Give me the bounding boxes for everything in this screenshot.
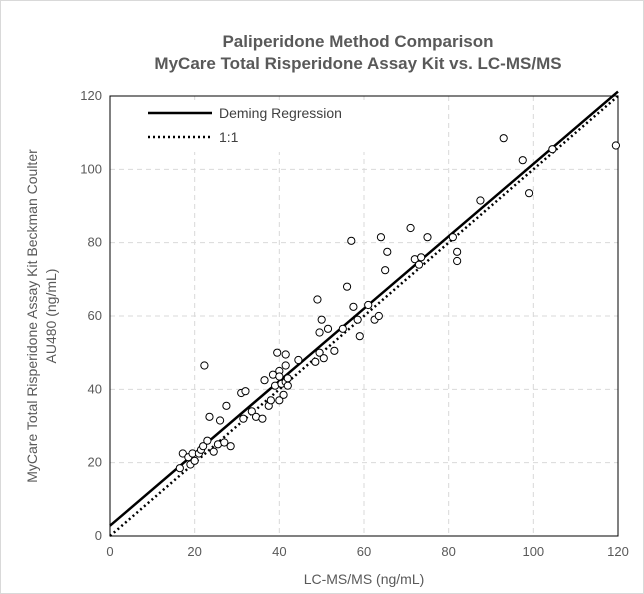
y-axis-label-line2: AU480 (ng/mL) [43, 269, 59, 364]
data-point [453, 247, 462, 256]
data-point [476, 196, 485, 205]
data-point [266, 396, 275, 405]
y-tick-label: 40 [88, 381, 102, 396]
legend: Deming Regression 1:1 [135, 100, 390, 152]
data-point [448, 233, 457, 242]
data-point [383, 247, 392, 256]
data-point [275, 396, 284, 405]
data-point [273, 348, 282, 357]
data-point [330, 346, 339, 355]
y-tick-label: 120 [80, 88, 102, 103]
data-point [239, 414, 248, 423]
data-point [199, 442, 208, 451]
data-point [281, 350, 290, 359]
data-point [317, 315, 326, 324]
data-point [315, 348, 324, 357]
y-tick-label: 80 [88, 235, 102, 250]
data-point [260, 376, 269, 385]
data-point [353, 315, 362, 324]
data-point [283, 374, 292, 383]
data-point [279, 390, 288, 399]
data-point [374, 311, 383, 321]
data-point [548, 145, 557, 154]
data-point [203, 436, 212, 445]
data-point [338, 324, 347, 333]
data-point [178, 449, 187, 458]
y-tick-label: 0 [95, 528, 102, 543]
data-point [281, 361, 290, 370]
y-tick-label: 60 [88, 308, 102, 323]
x-tick-label: 40 [272, 544, 286, 559]
data-point [349, 302, 358, 311]
x-tick-label: 100 [522, 544, 544, 559]
data-point [275, 372, 284, 381]
data-point [423, 233, 432, 242]
data-points [175, 134, 620, 473]
data-point [453, 256, 462, 266]
plot-area-border [109, 95, 619, 537]
data-point [222, 401, 231, 410]
data-point [247, 407, 256, 416]
data-point [319, 354, 328, 363]
chart-subtitle: MyCare Total Risperidone Assay Kit vs. L… [154, 54, 561, 73]
data-point [205, 412, 214, 421]
data-point [226, 442, 235, 451]
data-point [313, 295, 322, 304]
data-point [381, 266, 390, 275]
x-tick-labels: 0 20 40 60 80 100 120 [106, 544, 628, 559]
data-point [311, 357, 320, 366]
data-point [220, 438, 229, 447]
data-point [315, 328, 324, 337]
data-point [376, 233, 386, 242]
x-tick-label: 20 [187, 544, 201, 559]
data-point [364, 300, 373, 310]
x-axis-label: LC-MS/MS (ng/mL) [304, 571, 425, 587]
data-point [294, 355, 303, 365]
data-point [355, 332, 364, 341]
data-point [518, 156, 527, 165]
data-point [499, 134, 508, 143]
chart-title: Paliperidone Method Comparison [222, 32, 493, 51]
y-axis-label-line1: MyCare Total Risperidone Assay Kit Beckm… [24, 149, 40, 483]
data-point [258, 414, 267, 423]
data-point [241, 387, 250, 396]
data-point [283, 381, 292, 390]
data-point [417, 253, 426, 262]
x-tick-label: 80 [441, 544, 455, 559]
data-point [175, 464, 184, 473]
legend-background [135, 100, 390, 152]
y-tick-label: 100 [80, 161, 102, 176]
data-point [323, 324, 333, 333]
data-point [190, 456, 199, 465]
legend-label-deming: Deming Regression [219, 105, 342, 121]
data-point [200, 361, 209, 370]
x-tick-label: 0 [106, 544, 113, 559]
data-point [611, 141, 620, 150]
identity-line [109, 95, 619, 537]
data-point [414, 260, 424, 269]
x-tick-label: 60 [357, 544, 371, 559]
data-point [525, 189, 534, 198]
data-point [342, 282, 352, 291]
x-tick-label: 120 [607, 544, 629, 559]
data-point [209, 447, 218, 456]
legend-label-identity: 1:1 [219, 129, 239, 145]
y-tick-labels: 0 20 40 60 80 100 120 [80, 88, 102, 543]
data-point [406, 223, 415, 233]
y-tick-label: 20 [88, 455, 102, 470]
data-point [215, 416, 225, 425]
data-point [347, 236, 356, 245]
